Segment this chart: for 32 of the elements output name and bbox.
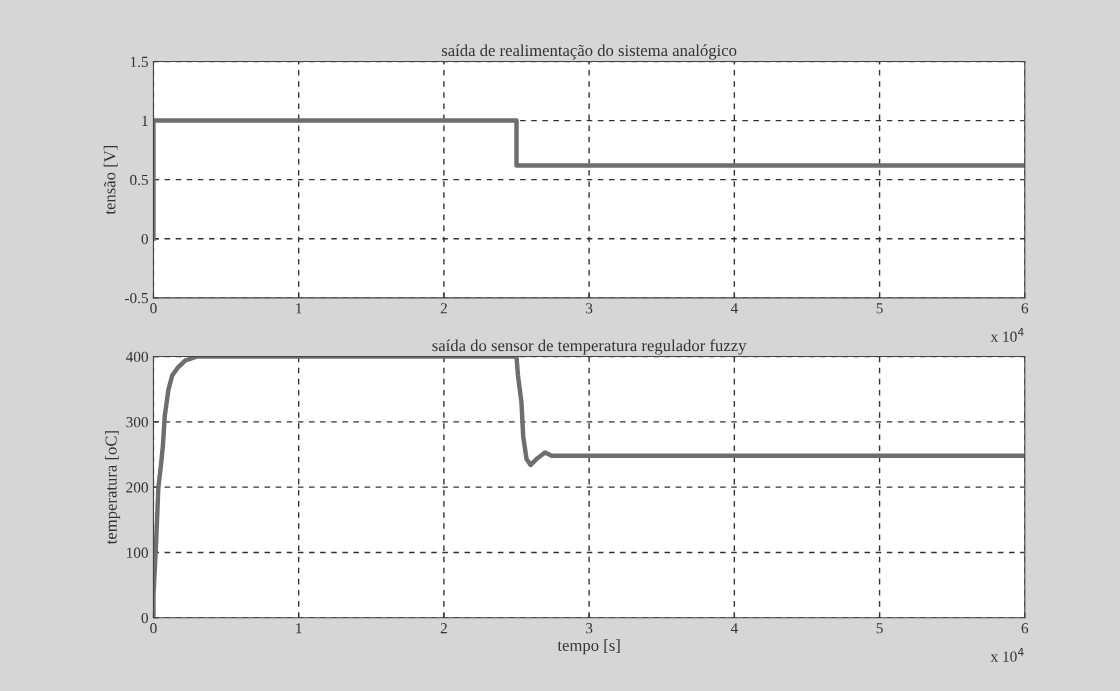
x-tick-label: 6 bbox=[1021, 623, 1029, 634]
y-axis-title: tensão [V] bbox=[103, 145, 118, 215]
x-tick-label: 2 bbox=[440, 303, 447, 314]
x-tick-label: 6 bbox=[1021, 303, 1029, 314]
y-tick-label: 400 bbox=[125, 351, 148, 363]
y-tick-label: 0 bbox=[141, 612, 148, 624]
x-tick-label: 1 bbox=[296, 303, 302, 314]
y-axis-title: temperatura [oC] bbox=[104, 431, 121, 545]
x-tick-label: 5 bbox=[876, 623, 883, 634]
y-tick-label: 200 bbox=[126, 482, 148, 493]
chart-title: saída do sensor de temperatura regulador fuzzy bbox=[432, 339, 747, 355]
line-series bbox=[153, 356, 1025, 618]
y-tick-label: 0 bbox=[141, 233, 148, 245]
x-tick-label: 4 bbox=[730, 303, 738, 314]
x-tick-label: 1 bbox=[296, 623, 302, 634]
x-tick-label: 0 bbox=[150, 623, 157, 634]
text: x 10$^{4}$ bbox=[990, 647, 1024, 662]
y-tick-label: 300 bbox=[126, 417, 148, 428]
x-tick-label: 4 bbox=[730, 623, 738, 634]
x-tick-label: 5 bbox=[876, 303, 883, 314]
y-tick-label: -0.5 bbox=[124, 292, 148, 304]
x-tick-label: 3 bbox=[586, 303, 593, 314]
chart-title: saída de realimentação do sistema analógico bbox=[441, 44, 737, 60]
x-tick-label: 0 bbox=[150, 303, 157, 314]
y-tick-label: 100 bbox=[127, 547, 148, 558]
y-tick-label: 1.5 bbox=[130, 56, 148, 68]
y-tick-label: 0.5 bbox=[130, 174, 148, 186]
x-tick-label: 2 bbox=[440, 623, 447, 634]
x-axis-title: tempo [s] bbox=[557, 639, 620, 655]
x-tick-label: 3 bbox=[586, 623, 593, 634]
text: x 10$^{4}$ bbox=[990, 328, 1024, 342]
y-tick-label: 1 bbox=[142, 115, 148, 126]
